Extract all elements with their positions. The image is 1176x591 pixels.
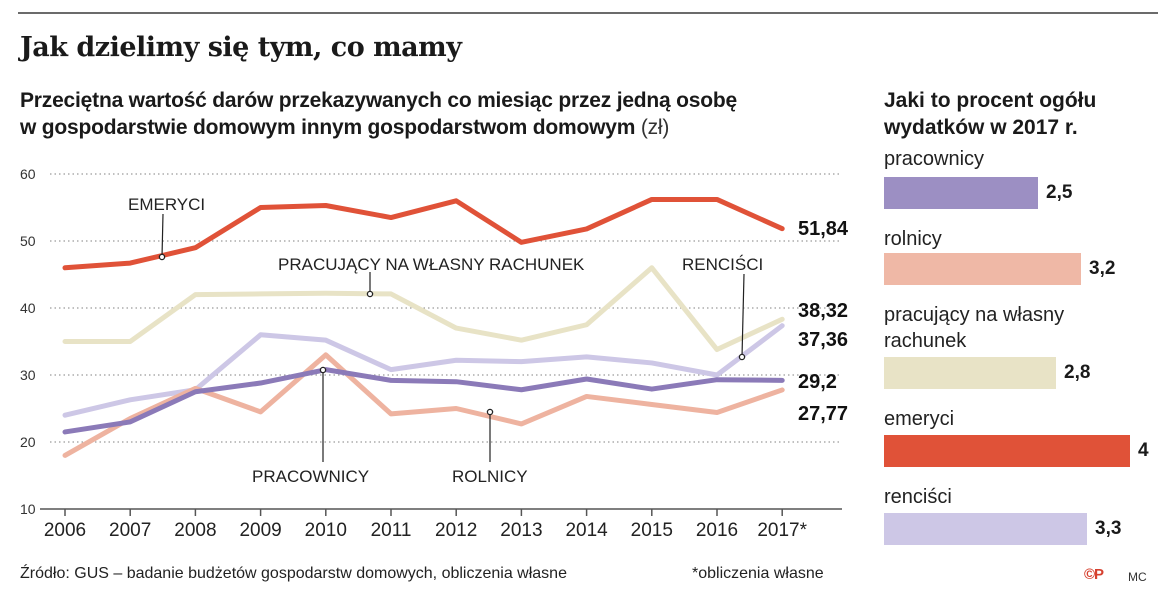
bar-category-label-line: rolnicy bbox=[884, 228, 942, 250]
series-line bbox=[62, 367, 785, 435]
bar-category-label: rolnicy bbox=[884, 226, 942, 252]
annotation-dot bbox=[319, 366, 327, 374]
bar-title-line1: Jaki to procent ogółu bbox=[884, 89, 1097, 112]
chart-subtitle: Przeciętna wartość darów przekazywanych … bbox=[20, 87, 870, 141]
annotation-dot bbox=[486, 408, 494, 416]
bar-category-label-line: emeryci bbox=[884, 408, 955, 430]
bar bbox=[884, 513, 1087, 545]
y-tick-label: 30 bbox=[20, 367, 36, 383]
series-annotation: ROLNICY bbox=[452, 467, 528, 486]
bar-category-label-line: pracujący na własny bbox=[884, 304, 1065, 326]
x-tick-label: 2010 bbox=[305, 520, 347, 540]
x-tick-label: 2014 bbox=[565, 520, 608, 540]
bar-category-label-line: renciści bbox=[884, 486, 952, 508]
bar bbox=[884, 253, 1081, 285]
subtitle-line2: w gospodarstwie domowym innym gospodarst… bbox=[20, 116, 636, 139]
bar-category-label: renciści bbox=[884, 484, 952, 510]
x-tick-label: 2016 bbox=[696, 520, 738, 540]
bar-category-label: emeryci bbox=[884, 406, 954, 432]
y-tick-label: 60 bbox=[20, 166, 36, 182]
bar bbox=[884, 357, 1056, 389]
series-line bbox=[62, 196, 785, 271]
bar bbox=[884, 177, 1038, 209]
end-value-label: 51,84 bbox=[798, 218, 849, 240]
bar bbox=[884, 435, 1130, 467]
x-tick-label: 2017* bbox=[757, 520, 807, 540]
annotation-leader bbox=[741, 273, 745, 358]
annotation-dot bbox=[738, 353, 746, 361]
x-tick-label: 2008 bbox=[174, 520, 216, 540]
series-line bbox=[62, 265, 785, 353]
x-tick-label: 2013 bbox=[500, 520, 542, 540]
bar-chart-title: Jaki to procent ogółu wydatków w 2017 r. bbox=[884, 87, 1174, 141]
annotation-dot bbox=[366, 290, 374, 298]
subtitle-unit: (zł) bbox=[640, 116, 670, 139]
bar-category-label: pracujący na własny rachunek bbox=[884, 302, 1064, 354]
y-tick-label: 40 bbox=[20, 300, 36, 316]
x-tick-label: 2011 bbox=[371, 520, 412, 540]
author-credit: MC bbox=[1128, 570, 1147, 584]
end-value-label: 38,32 bbox=[798, 300, 848, 322]
x-tick-label: 2012 bbox=[435, 520, 477, 540]
top-rule bbox=[18, 12, 1158, 14]
end-value-label: 37,36 bbox=[798, 329, 848, 351]
source-note: Źródło: GUS – badanie budżetów gospodars… bbox=[20, 565, 567, 582]
series-annotation: RENCIŚCI bbox=[682, 255, 763, 274]
bar-category-label: pracownicy bbox=[884, 146, 984, 172]
bar-value-label: 3,2 bbox=[1089, 258, 1116, 279]
bar-category-label-line: pracownicy bbox=[884, 148, 985, 170]
x-tick-label: 2006 bbox=[44, 520, 86, 540]
bar-value-label: 2,8 bbox=[1064, 362, 1091, 383]
line-chart: 10 20 30 40 50 60 2006 2007 2008 2009 2010 2011 2012… bbox=[20, 166, 849, 540]
end-value-label: 29,2 bbox=[798, 371, 837, 393]
y-tick-label: 10 bbox=[20, 501, 36, 517]
bar-value-label: 4 bbox=[1138, 440, 1149, 461]
footnote: *obliczenia własne bbox=[692, 565, 824, 582]
series-annotation: PRACOWNICY bbox=[252, 467, 369, 486]
end-value-label: 27,77 bbox=[798, 403, 848, 425]
series-annotation: EMERYCI bbox=[128, 195, 205, 214]
bar-category-label-line: rachunek bbox=[884, 330, 967, 352]
x-tick-label: 2007 bbox=[109, 520, 151, 540]
y-tick-label: 50 bbox=[20, 233, 36, 249]
chart-title: Jak dzielimy się tym, co mamy bbox=[20, 32, 462, 63]
annotation-dot bbox=[158, 253, 166, 261]
series-annotation: PRACUJĄCY NA WŁASNY RACHUNEK bbox=[278, 255, 585, 274]
bar-value-label: 2,5 bbox=[1046, 182, 1073, 203]
bar-title-line2: wydatków w 2017 r. bbox=[884, 116, 1078, 139]
x-tick-label: 2015 bbox=[631, 520, 673, 540]
publisher-logo: ©P bbox=[1084, 566, 1104, 583]
bar-value-label: 3,3 bbox=[1095, 518, 1122, 539]
series-line bbox=[62, 352, 785, 458]
x-tick-label: 2009 bbox=[239, 520, 281, 540]
y-tick-label: 20 bbox=[20, 434, 36, 450]
annotation-leader bbox=[161, 213, 164, 258]
subtitle-line1: Przeciętna wartość darów przekazywanych … bbox=[20, 89, 738, 112]
